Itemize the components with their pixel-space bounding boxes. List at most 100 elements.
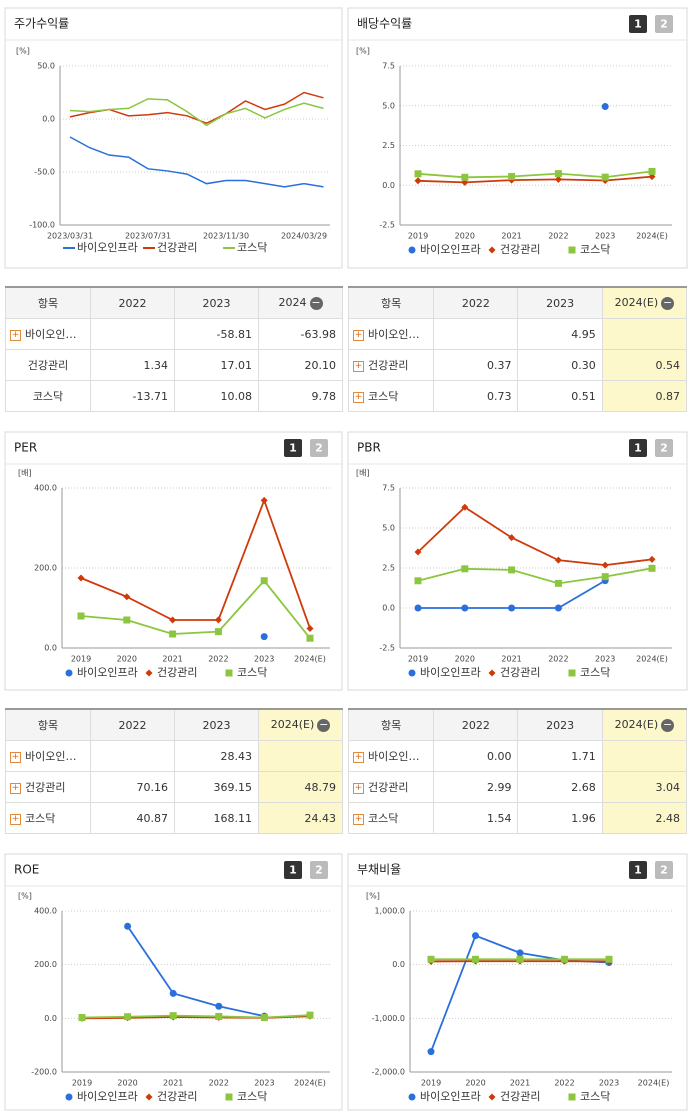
legend-label: 바이오인프라 [77,666,138,679]
cell [90,740,175,772]
expand-button[interactable]: + [353,391,364,403]
point [260,1014,268,1022]
point [427,955,435,963]
tab-button-label: 1 [634,18,642,31]
y-tick-label: -1,000.0 [372,1014,405,1023]
x-tick-label: 2022 [209,1079,229,1088]
y-tick-label: 400.0 [34,907,57,916]
point [123,593,131,601]
cell: -13.71 [90,380,175,412]
panel [4,7,343,269]
collapse-button[interactable]: − [309,295,323,310]
point [169,989,177,997]
header-row: 항목 2022 2023 2024(E) − [347,708,688,741]
point [601,173,609,181]
point [554,556,562,564]
point [78,1014,86,1022]
x-tick-label: 2024(E) [636,232,668,241]
series-line [417,175,653,184]
series-line [417,170,653,179]
point [568,246,576,254]
cell: 168.11 [174,802,259,834]
row: + 코스닥 0.73 0.51 0.87 [347,380,688,412]
point [516,949,524,957]
y-tick-label: 0.0 [392,960,405,969]
cell-text: 1.34 [143,358,169,372]
header-cell: 2024(E) − [601,286,688,319]
cell-text: 20.10 [304,358,337,372]
row: + 바이오인… -58.81 -63.98 [5,318,343,350]
series-line [81,1014,311,1019]
tab-button-label: 1 [634,442,642,455]
header-cell: 2024(E) − [601,708,688,741]
y-tick-label: 400.0 [34,484,57,493]
expand-button[interactable]: + [10,329,21,341]
header-text: 2022 [461,296,490,310]
legend-label: 건강관리 [157,241,197,254]
legend-label: 바이오인프라 [420,1090,481,1103]
panel [347,853,688,1111]
row: + 건강관리 0.37 0.30 0.54 [347,349,688,381]
cell-text: 40.87 [136,811,169,825]
x-tick-label: 2019 [408,655,428,664]
collapse-button[interactable]: − [661,295,675,310]
y-tick-label: 50.0 [37,62,55,71]
legend-label: 건강관리 [157,1090,197,1103]
cell-text: 건강관리 [27,359,69,372]
expand-button[interactable]: + [353,813,364,825]
legend-label: 바이오인프라 [77,1090,138,1103]
y-tick-label: -2.5 [379,644,395,653]
expand-button[interactable]: + [10,751,21,763]
collapse-button[interactable]: − [317,717,331,732]
expand-button[interactable]: + [10,813,21,825]
series-line [417,506,653,567]
tab-button-label: 2 [660,18,668,31]
cell: + 바이오인… [5,740,91,772]
cell: + 바이오인… [347,740,435,772]
x-tick-label: 2023 [254,655,274,664]
y-tick-label: 1,000.0 [374,907,405,916]
x-tick-label: 2019 [408,232,428,241]
tab-button [629,439,647,457]
x-tick-label: 2024(E) [636,655,668,664]
y-tick-label: -2,000.0 [372,1068,405,1077]
x-tick-label: 2022 [208,655,228,664]
cell-text: 0.87 [655,389,681,403]
x-tick-label: 2021 [163,1079,183,1088]
expand-button[interactable]: + [10,782,21,794]
cell-text: 0.30 [571,358,596,372]
legend-label: 코스닥 [237,666,267,679]
collapse-button[interactable]: − [661,717,675,732]
cell: 70.16 [90,771,175,803]
expand-button[interactable]: + [353,360,364,372]
header-cell: 2023 [517,708,603,741]
point [408,669,416,677]
expand-button[interactable]: + [353,751,364,763]
point [414,170,422,178]
point [408,1093,416,1101]
chart-title: 부채비율 [357,863,401,877]
expand-button[interactable]: + [353,782,364,794]
cell [601,318,688,350]
cell-text: 48.79 [304,780,337,794]
header-text: 2022 [118,718,147,732]
header-cell: 항목 [347,708,435,741]
expand-button[interactable]: + [353,329,364,341]
cell-text: 9.78 [311,389,337,403]
cell: 1.96 [517,802,603,834]
cell: 0.30 [517,349,603,381]
y-tick-label: 200.0 [34,960,57,969]
y-tick-label: 7.5 [382,62,395,71]
cell-text: 0.73 [486,389,512,403]
cell-text: 바이오인… [368,328,420,341]
x-tick-label: 2022 [554,1079,574,1088]
header-text: 2023 [202,718,231,732]
header-text: 항목 [37,719,59,732]
y-tick-label: 5.0 [382,524,395,533]
point [414,577,422,585]
point [461,503,469,511]
header-text: 항목 [381,719,402,732]
point [414,548,422,556]
point [601,103,609,111]
